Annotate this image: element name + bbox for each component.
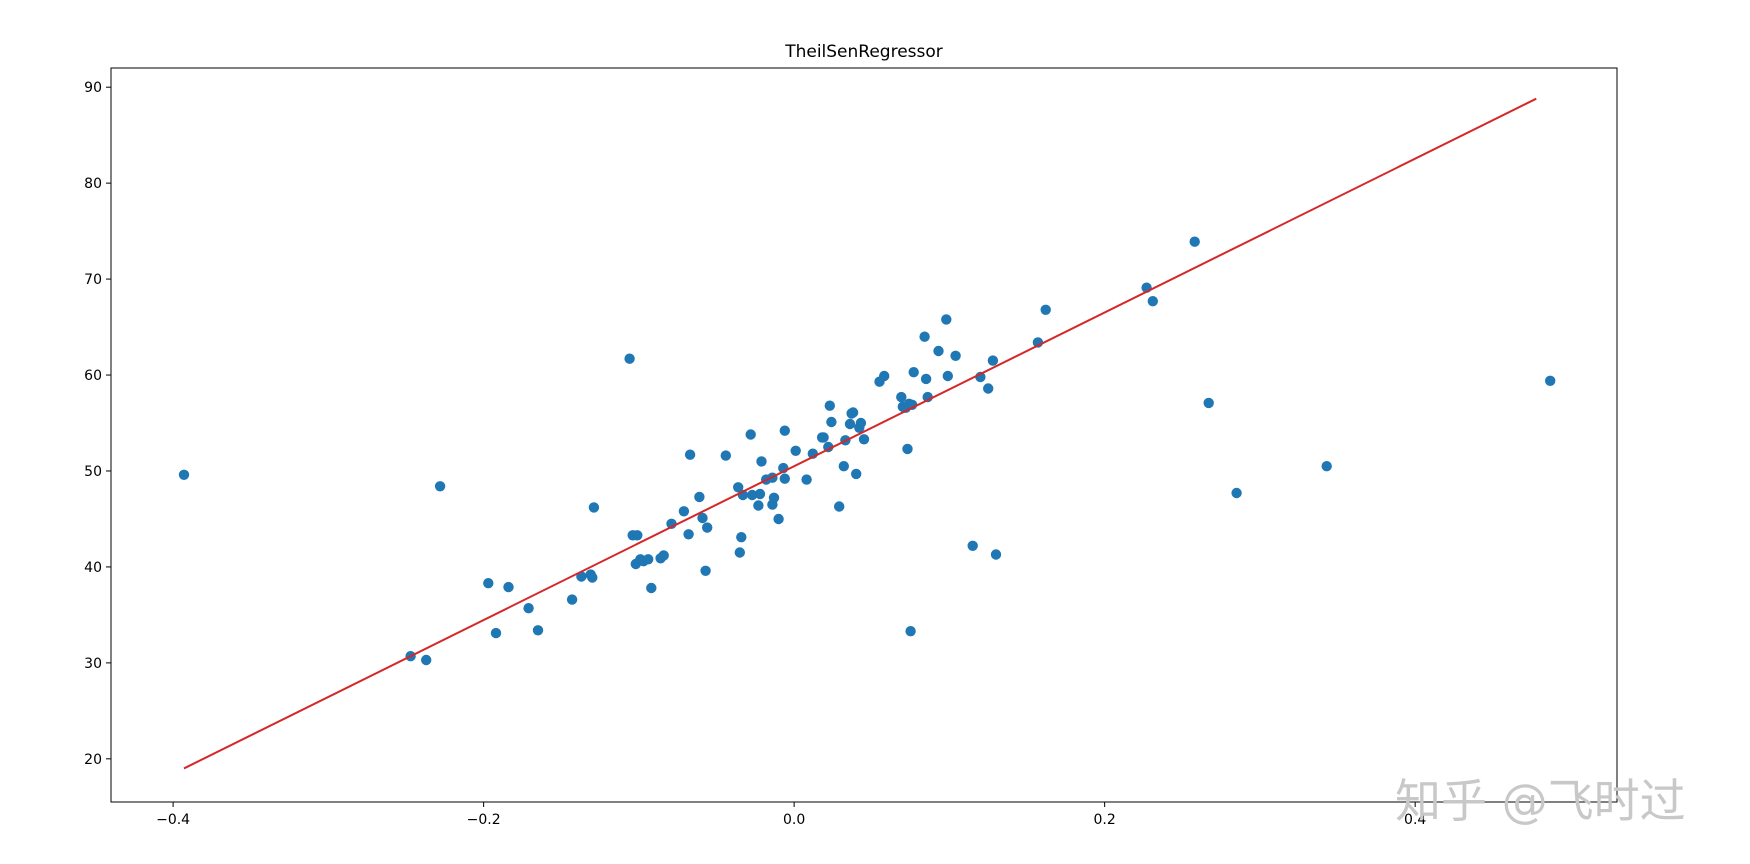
data-point — [773, 513, 784, 525]
regression-line — [183, 97, 1537, 770]
data-point — [421, 654, 432, 666]
data-point — [678, 506, 690, 517]
plot-area — [110, 67, 1618, 803]
data-point — [933, 345, 944, 357]
y-tick-label: 90 — [84, 80, 102, 96]
y-axis: 20 30 40 50 60 70 80 90 — [84, 80, 111, 768]
y-tick-label: 80 — [84, 176, 102, 192]
y-tick-label: 60 — [84, 368, 102, 384]
data-point — [790, 445, 801, 456]
data-point — [1189, 236, 1200, 247]
data-point — [818, 432, 829, 443]
data-point — [756, 456, 767, 467]
data-point — [1231, 487, 1242, 499]
data-point — [950, 350, 961, 361]
y-tick-label: 70 — [84, 272, 102, 288]
data-point — [834, 501, 845, 512]
data-point — [702, 522, 713, 533]
data-point — [838, 461, 849, 472]
watermark: 知乎 @飞时过 — [1395, 774, 1686, 828]
data-point — [908, 367, 919, 378]
data-point — [643, 554, 654, 565]
data-point — [824, 400, 835, 411]
data-point — [920, 373, 932, 385]
data-point — [683, 529, 694, 540]
data-point — [896, 391, 907, 403]
data-point — [1203, 397, 1214, 409]
data-point — [632, 530, 643, 541]
data-point — [942, 370, 953, 382]
data-point — [851, 468, 862, 480]
data-point — [919, 331, 930, 342]
data-point — [736, 532, 747, 543]
data-point — [941, 314, 952, 325]
data-point — [745, 429, 756, 440]
data-point — [178, 469, 190, 480]
data-point — [858, 434, 870, 445]
data-point — [1321, 461, 1332, 472]
data-point — [801, 474, 812, 485]
data-point — [747, 489, 758, 501]
data-point — [734, 547, 745, 558]
x-tick-label: 0.0 — [783, 812, 805, 828]
data-point — [987, 355, 999, 366]
data-point — [532, 625, 544, 636]
data-point — [902, 443, 913, 455]
x-axis: −0.4 −0.2 0.0 0.2 0.4 — [156, 802, 1426, 828]
data-point — [733, 482, 744, 493]
x-tick-label: 0.2 — [1094, 812, 1116, 828]
data-point — [905, 626, 916, 637]
data-point — [624, 353, 635, 364]
data-point — [646, 582, 657, 594]
data-point — [1545, 375, 1556, 386]
data-point — [503, 581, 514, 593]
data-point — [847, 407, 859, 418]
data-point — [720, 450, 731, 461]
data-point — [855, 417, 867, 429]
y-tick-label: 40 — [84, 560, 102, 576]
x-tick-label: −0.2 — [467, 812, 501, 828]
data-point — [844, 418, 856, 430]
data-point — [754, 488, 766, 500]
chart-title: TheilSenRegressor — [784, 42, 943, 62]
y-tick-label: 50 — [84, 464, 102, 480]
data-point — [983, 383, 994, 394]
data-point — [779, 425, 790, 436]
y-tick-label: 20 — [84, 752, 102, 768]
data-point — [826, 416, 837, 428]
x-tick-label: 0.4 — [1404, 812, 1426, 828]
data-point — [523, 603, 534, 614]
data-point — [483, 578, 494, 589]
data-point — [434, 481, 446, 492]
data-point — [779, 473, 790, 484]
data-point — [879, 370, 890, 382]
data-point — [694, 491, 705, 503]
data-point — [566, 594, 578, 605]
data-point — [588, 502, 600, 513]
data-point — [753, 500, 764, 511]
data-point — [967, 540, 978, 551]
plot-frame — [110, 67, 1618, 803]
data-point — [697, 512, 708, 524]
data-point — [587, 572, 598, 583]
x-tick-label: −0.4 — [156, 812, 190, 828]
data-point — [990, 549, 1002, 560]
data-point — [1040, 304, 1051, 315]
data-point — [700, 565, 711, 576]
y-tick-label: 30 — [84, 656, 102, 672]
data-point — [658, 550, 669, 561]
data-point — [1147, 296, 1159, 307]
data-point — [490, 627, 502, 639]
data-point — [684, 449, 696, 460]
data-point — [768, 492, 780, 503]
